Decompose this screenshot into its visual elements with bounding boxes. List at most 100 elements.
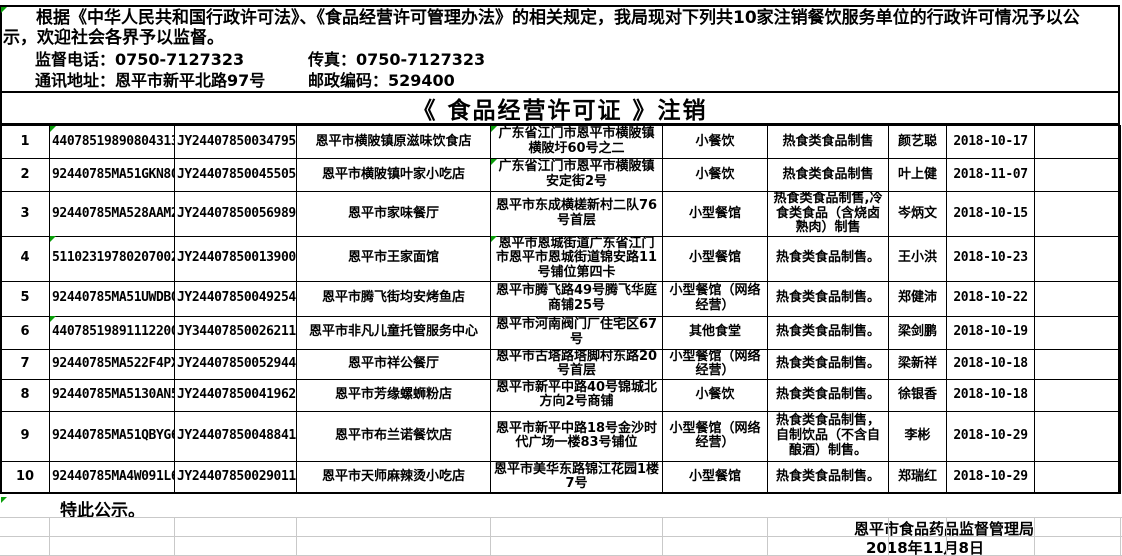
license-table: 1 440785198908043132 JY24407850034795 恩平… xyxy=(0,125,1121,494)
cell-scope: 热食类食品制售。 xyxy=(767,315,889,350)
cell-empty xyxy=(1034,315,1121,350)
cell-business-type: 小型餐馆 xyxy=(662,191,768,237)
page-title: 《 食品经营许可证 》注销 xyxy=(0,91,1120,125)
cell-row-number: 4 xyxy=(0,235,50,282)
cell-marker-icon xyxy=(50,316,56,322)
cell-business-type: 小餐饮 xyxy=(662,125,768,159)
cell-cancel-date: 2018-10-29 xyxy=(946,410,1035,462)
cell-empty xyxy=(1034,460,1121,494)
cell-license-no: JY24407850029011 xyxy=(174,460,297,494)
cell-row-number: 9 xyxy=(0,410,50,462)
cell-address: 恩平市恩城街道广东省江门市恩平市恩城街道锦安路11号铺位第四卡 xyxy=(490,235,663,282)
cell-address: 恩平市美华东路锦江花园1楼7号 xyxy=(490,460,663,494)
fax-number: 传真：0750-7127323 xyxy=(308,50,486,69)
cell-empty xyxy=(1034,191,1121,237)
cell-cancel-date: 2018-10-22 xyxy=(946,280,1035,317)
cell-business-type: 小型餐馆（网络经营） xyxy=(662,410,768,462)
cell-cancel-date: 2018-10-15 xyxy=(946,191,1035,237)
cell-row-number: 5 xyxy=(0,280,50,317)
issue-date: 2018年11月8日 xyxy=(865,539,984,556)
table-row: 1 440785198908043132 JY24407850034795 恩平… xyxy=(0,125,1121,159)
cell-marker-icon xyxy=(491,236,497,242)
cell-address: 恩平市古塔路塔脚村东路20号首层 xyxy=(490,348,663,380)
cell-address: 恩平市东成横槎新村二队76号首层 xyxy=(490,191,663,237)
cell-row-number: 2 xyxy=(0,158,50,192)
cell-person: 梁剑鹏 xyxy=(888,315,947,350)
cell-marker-icon xyxy=(1,7,7,13)
cell-address: 恩平市河南阀门厂住宅区67号 xyxy=(490,315,663,350)
cell-empty xyxy=(1034,348,1121,380)
closing-statement: 特此公示。 xyxy=(60,501,145,521)
cell-credit-code: 92440785MA522F4PXF xyxy=(49,348,175,380)
cell-credit-code: 511023197802070025 xyxy=(49,235,175,282)
table-row: 10 92440785MA4W091L66 JY24407850029011 恩… xyxy=(0,460,1121,494)
cell-credit-code: 92440785MA51QBYG6F xyxy=(49,410,175,462)
notice-paragraph-line1: 根据《中华人民共和国行政许可法》、《食品经营许可管理办法》的相关规定，我局现对下… xyxy=(36,8,1080,28)
cell-address: 恩平市腾飞路49号腾飞华庭商铺25号 xyxy=(490,280,663,317)
cell-business-name: 恩平市家味餐厅 xyxy=(296,191,491,237)
cell-business-name: 恩平市王家面馆 xyxy=(296,235,491,282)
cell-address: 广东省江门市恩平市横陂镇横陂圩60号之二 xyxy=(490,125,663,159)
cell-license-no: JY24407850049254 xyxy=(174,280,297,317)
cell-row-number: 3 xyxy=(0,191,50,237)
cell-person: 徐银香 xyxy=(888,378,947,412)
table-row: 3 92440785MA528AAM26 JY24407850056989 恩平… xyxy=(0,191,1121,237)
cell-credit-code: 92440785MA51UWDB09 xyxy=(49,280,175,317)
cell-person: 叶上健 xyxy=(888,158,947,192)
cell-address: 恩平市新平中路40号锦城北方向2号商铺 xyxy=(490,378,663,412)
table-row: 6 440785198911122000 JY34407850026211 恩平… xyxy=(0,315,1121,350)
cell-person: 郑健沛 xyxy=(888,280,947,317)
cell-scope: 热食类食品制售，自制饮品（不含自酿酒）制售。 xyxy=(767,410,889,462)
issuing-agency: 恩平市食品药品监督管理局 xyxy=(853,520,1034,538)
cell-person: 郑瑞红 xyxy=(888,460,947,494)
cell-business-name: 恩平市芳缘螺蛳粉店 xyxy=(296,378,491,412)
mailing-address: 通讯地址：恩平市新平北路97号 xyxy=(35,71,266,90)
cell-empty xyxy=(1034,158,1121,192)
cell-credit-code: 92440785MA528AAM26 xyxy=(49,191,175,237)
cell-row-number: 6 xyxy=(0,315,50,350)
cell-empty xyxy=(1034,410,1121,462)
cell-cancel-date: 2018-10-19 xyxy=(946,315,1035,350)
postal-code: 邮政编码：529400 xyxy=(308,71,455,90)
cell-marker-icon xyxy=(50,236,56,242)
cell-cancel-date: 2018-10-18 xyxy=(946,348,1035,380)
cell-marker-icon xyxy=(491,126,497,132)
cell-business-name: 恩平市横陂镇叶家小吃店 xyxy=(296,158,491,192)
cell-person: 岑炳文 xyxy=(888,191,947,237)
cell-credit-code: 92440785MA5130AN5Y xyxy=(49,378,175,412)
cell-marker-icon xyxy=(50,126,56,132)
cell-license-no: JY24407850056989 xyxy=(174,191,297,237)
cell-cancel-date: 2018-10-18 xyxy=(946,378,1035,412)
cell-scope: 热食类食品制售 xyxy=(767,125,889,159)
cell-business-name: 恩平市非凡儿童托管服务中心 xyxy=(296,315,491,350)
cell-scope: 热食类食品制售。 xyxy=(767,280,889,317)
cell-license-no: JY34407850026211 xyxy=(174,315,297,350)
cell-marker-icon xyxy=(1,497,7,503)
notice-paragraph-line2: 示，欢迎社会各界予以监督。 xyxy=(3,28,224,48)
cell-business-type: 小型餐馆 xyxy=(662,460,768,494)
cell-business-name: 恩平市布兰诺餐饮店 xyxy=(296,410,491,462)
cell-scope: 热食类食品制售 xyxy=(767,158,889,192)
cell-empty xyxy=(1034,125,1121,159)
cell-marker-icon xyxy=(491,159,497,165)
cell-cancel-date: 2018-10-17 xyxy=(946,125,1035,159)
cell-cancel-date: 2018-10-29 xyxy=(946,460,1035,494)
cell-license-no: JY24407850013900 xyxy=(174,235,297,282)
cell-license-no: JY24407850052944 xyxy=(174,348,297,380)
table-row: 8 92440785MA5130AN5Y JY24407850041962 恩平… xyxy=(0,378,1121,412)
cell-business-type: 其他食堂 xyxy=(662,315,768,350)
cell-business-name: 恩平市腾飞街均安烤鱼店 xyxy=(296,280,491,317)
cell-row-number: 10 xyxy=(0,460,50,494)
cell-cancel-date: 2018-10-23 xyxy=(946,235,1035,282)
cell-scope: 热食类食品制售。 xyxy=(767,235,889,282)
cell-business-name: 恩平市横陂镇原滋味饮食店 xyxy=(296,125,491,159)
table-row: 9 92440785MA51QBYG6F JY24407850048841 恩平… xyxy=(0,410,1121,462)
cell-business-type: 小型餐馆（网络经营） xyxy=(662,348,768,380)
cell-row-number: 1 xyxy=(0,125,50,159)
cell-license-no: JY24407850045505 xyxy=(174,158,297,192)
cell-license-no: JY24407850048841 xyxy=(174,410,297,462)
cell-license-no: JY24407850034795 xyxy=(174,125,297,159)
cell-credit-code: 92440785MA51GKN803 xyxy=(49,158,175,192)
cell-scope: 热食类食品制售,冷食类食品（含烧卤熟肉）制售 xyxy=(767,191,889,237)
